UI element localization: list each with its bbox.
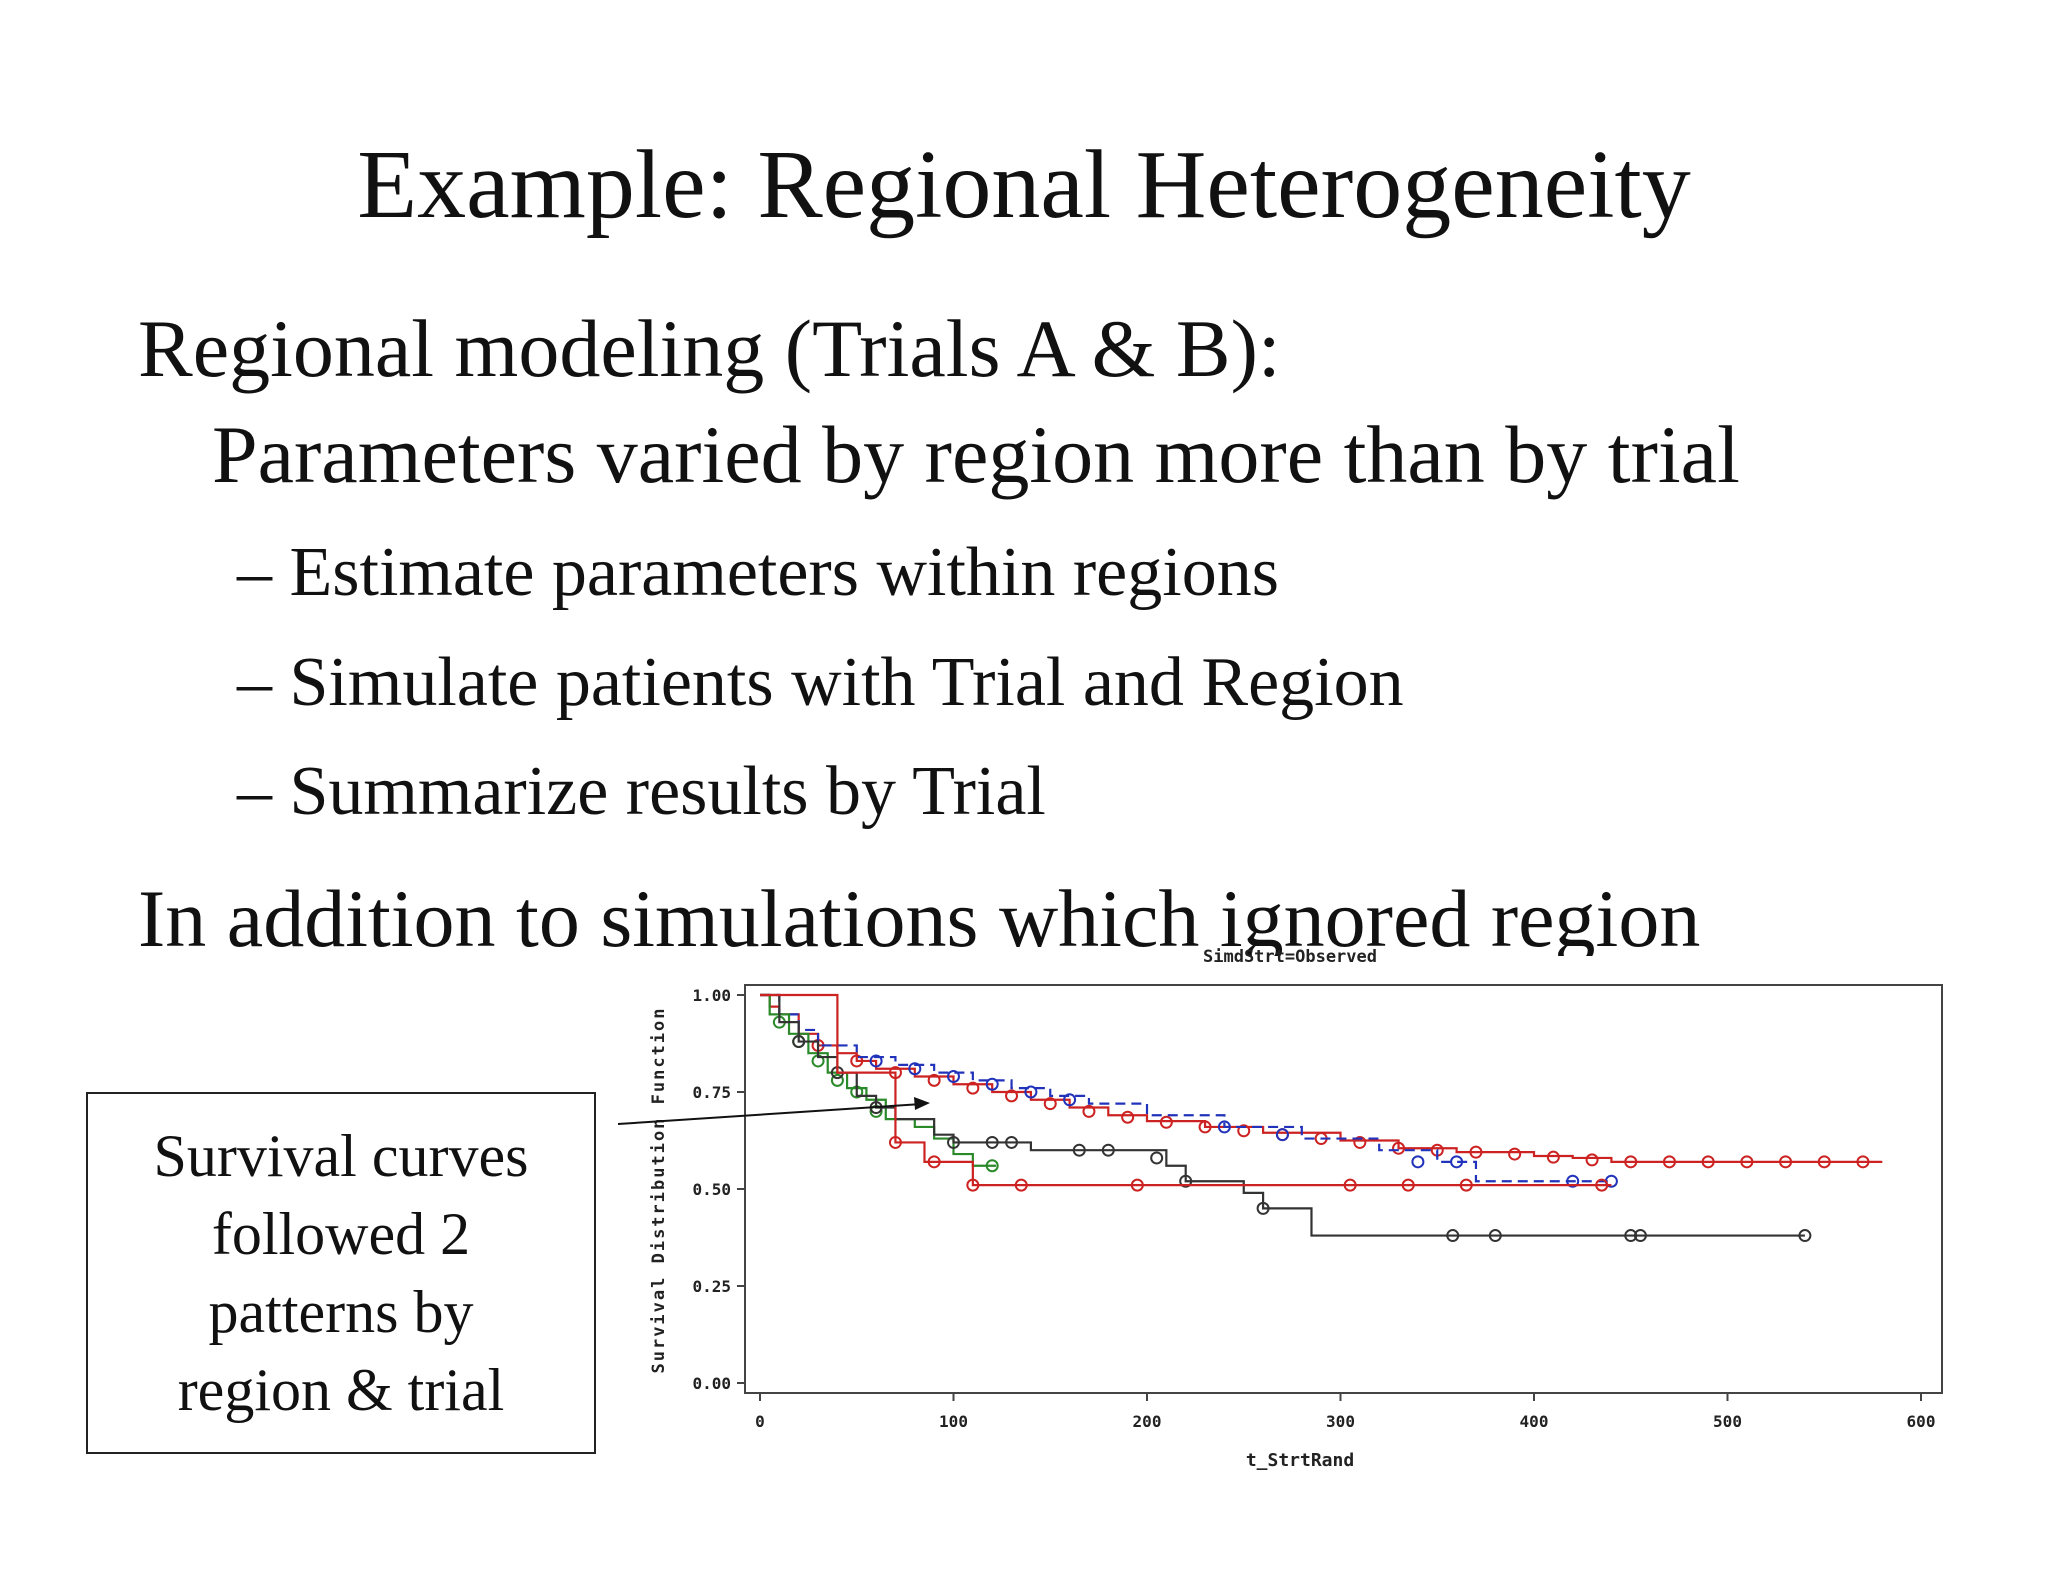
series-0-censor-mark bbox=[1469, 1145, 1483, 1159]
series-4-censor-mark bbox=[1401, 1178, 1415, 1192]
series-0-censor-mark bbox=[1198, 1120, 1212, 1134]
series-0-censor-mark bbox=[1082, 1104, 1096, 1118]
series-1-censor-mark bbox=[1217, 1120, 1231, 1134]
series-2-censor-mark bbox=[830, 1073, 844, 1087]
series-3-censor-mark bbox=[1150, 1151, 1164, 1165]
x-tick-label: 0 bbox=[755, 1412, 765, 1431]
series-1-censor-mark bbox=[908, 1062, 922, 1076]
series-0-censor-mark bbox=[1392, 1141, 1406, 1155]
series-4-line bbox=[760, 993, 1612, 1187]
series-1-censor-mark bbox=[1411, 1155, 1425, 1169]
y-tick-label: 0.50 bbox=[692, 1180, 731, 1199]
bullet-simulate: – Simulate patients with Trial and Regio… bbox=[237, 644, 1404, 721]
chart-title: SimdStrt=Observed bbox=[1203, 947, 1377, 967]
series-2-censor-mark bbox=[985, 1159, 999, 1173]
bullet-summarize: – Summarize results by Trial bbox=[237, 753, 1046, 830]
series-4-censor-mark bbox=[1014, 1178, 1028, 1192]
x-tick-label: 400 bbox=[1520, 1412, 1549, 1431]
series-1-censor-mark bbox=[1275, 1128, 1289, 1142]
series-4-censor-mark bbox=[1130, 1178, 1144, 1192]
series-4-censor-mark bbox=[1459, 1178, 1473, 1192]
series-3-censor-mark bbox=[1488, 1229, 1502, 1243]
x-tick-label: 300 bbox=[1326, 1412, 1355, 1431]
series-4-censor-mark bbox=[966, 1178, 980, 1192]
series-1-censor-mark bbox=[1063, 1093, 1077, 1107]
x-axis-label: t_StrtRand bbox=[1246, 1450, 1354, 1471]
series-0-censor-mark bbox=[1585, 1153, 1599, 1167]
series-0-censor-mark bbox=[1546, 1150, 1560, 1164]
callout-box: Survival curves followed 2 patterns by r… bbox=[86, 1092, 596, 1454]
series-4-censor-mark bbox=[888, 1135, 902, 1149]
series-3-censor-mark bbox=[1633, 1229, 1647, 1243]
series-0-censor-mark bbox=[1005, 1089, 1019, 1103]
series-1-censor-mark bbox=[869, 1054, 883, 1068]
series-0-censor-mark bbox=[1701, 1155, 1715, 1169]
callout-pointer-line bbox=[617, 1103, 923, 1125]
x-tick-label: 200 bbox=[1133, 1412, 1162, 1431]
series-0-censor-mark bbox=[1856, 1155, 1870, 1169]
series-1-line bbox=[760, 993, 1612, 1183]
series-3-censor-mark bbox=[1256, 1201, 1270, 1215]
series-1-censor-mark bbox=[1566, 1174, 1580, 1188]
x-tick-label: 500 bbox=[1713, 1412, 1742, 1431]
series-0-censor-mark bbox=[927, 1073, 941, 1087]
series-3-censor-mark bbox=[947, 1135, 960, 1149]
y-tick-label: 0.75 bbox=[692, 1083, 731, 1102]
series-0-censor-mark bbox=[1121, 1110, 1135, 1124]
series-0-censor-mark bbox=[1624, 1155, 1638, 1169]
series-3-censor-mark bbox=[1101, 1143, 1115, 1157]
series-0-censor-mark bbox=[1353, 1135, 1367, 1149]
series-3-censor-mark bbox=[1624, 1229, 1638, 1243]
x-tick-label: 100 bbox=[939, 1412, 968, 1431]
series-4-censor-mark bbox=[1343, 1178, 1357, 1192]
y-tick-label: 0.00 bbox=[692, 1374, 731, 1393]
series-3-censor-mark bbox=[1179, 1174, 1193, 1188]
partial-line-clip: In addition to simulations which ignored… bbox=[138, 860, 1938, 957]
series-3-censor-mark bbox=[1072, 1143, 1086, 1157]
series-3-censor-mark bbox=[1005, 1135, 1019, 1149]
series-4-censor-mark bbox=[927, 1155, 941, 1169]
bullet-estimate: – Estimate parameters within regions bbox=[237, 534, 1279, 611]
series-0-censor-mark bbox=[1508, 1147, 1522, 1161]
plot-frame bbox=[744, 984, 1943, 1394]
series-3-line bbox=[760, 993, 1805, 1237]
y-tick-label: 0.25 bbox=[692, 1277, 731, 1296]
series-0-censor-mark bbox=[1740, 1155, 1754, 1169]
x-tick-label: 600 bbox=[1907, 1412, 1936, 1431]
series-1-censor-mark bbox=[1024, 1085, 1038, 1099]
series-1-censor-mark bbox=[1450, 1155, 1464, 1169]
y-axis-label: Survival Distribution Function bbox=[649, 1006, 669, 1373]
series-0-censor-mark bbox=[1817, 1155, 1831, 1169]
series-3-censor-mark bbox=[1446, 1229, 1460, 1243]
slide-line-in-addition: In addition to simulations which ignored… bbox=[138, 873, 1701, 957]
series-0-censor-mark bbox=[1779, 1155, 1793, 1169]
series-3-censor-mark bbox=[792, 1035, 806, 1049]
series-0-censor-mark bbox=[1043, 1097, 1057, 1111]
series-0-censor-mark bbox=[1662, 1155, 1676, 1169]
slide-line-parameters: Parameters varied by region more than by… bbox=[212, 409, 1740, 500]
series-0-censor-mark bbox=[1237, 1124, 1251, 1138]
series-1-censor-mark bbox=[947, 1069, 960, 1083]
series-0-censor-mark bbox=[850, 1054, 864, 1068]
series-0-censor-mark bbox=[966, 1081, 980, 1095]
series-3-censor-mark bbox=[1798, 1229, 1812, 1243]
callout-text: Survival curves followed 2 patterns by r… bbox=[153, 1123, 529, 1423]
y-tick-label: 1.00 bbox=[692, 986, 731, 1005]
series-2-line bbox=[760, 993, 997, 1167]
slide-title: Example: Regional Heterogeneity bbox=[357, 131, 1691, 239]
slide-line-regional-modeling: Regional modeling (Trials A & B): bbox=[138, 303, 1281, 394]
callout-pointer-arrowhead bbox=[914, 1097, 930, 1110]
series-1-censor-mark bbox=[985, 1077, 999, 1091]
series-4-censor-mark bbox=[1595, 1178, 1609, 1192]
series-3-censor-mark bbox=[985, 1135, 999, 1149]
series-0-censor-mark bbox=[1159, 1115, 1173, 1129]
